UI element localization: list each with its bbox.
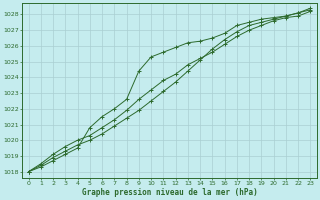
X-axis label: Graphe pression niveau de la mer (hPa): Graphe pression niveau de la mer (hPa): [82, 188, 257, 197]
